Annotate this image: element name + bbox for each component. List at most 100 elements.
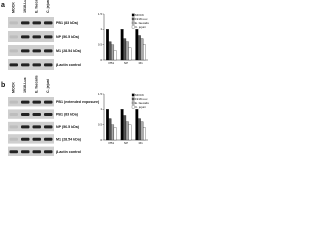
blot-band: [32, 150, 41, 154]
row-label: PB1 (83 kDa): [56, 113, 79, 117]
panel-letter: a: [1, 2, 5, 9]
y-tick-label: 0: [100, 58, 102, 62]
blot-band: [44, 49, 53, 53]
y-tick-label: 1: [100, 107, 102, 111]
bar: [143, 44, 146, 61]
blot-band: [9, 100, 18, 104]
blot-strip: [8, 31, 54, 42]
lane-label: C. jejuni: [46, 79, 50, 93]
legend-label: 1918-Lux: [135, 97, 148, 101]
row-label: NP (56.5 kDa): [56, 125, 80, 129]
x-tick-label: M1: [139, 141, 143, 145]
y-tick-label: 0.5: [98, 122, 103, 126]
bar: [143, 127, 146, 141]
legend-label: 1918-Lux: [135, 17, 148, 21]
legend-label: C. jejuni: [135, 105, 146, 109]
legend-label: E. faecalis: [135, 21, 149, 25]
row-label: PB1 (83 kDa): [56, 21, 79, 25]
row-label: M1 (28.54 kDa): [56, 137, 82, 141]
y-tick-label: 1.5: [98, 92, 103, 96]
bar: [106, 29, 109, 61]
legend-swatch: [131, 97, 135, 101]
legend-swatch: [131, 21, 135, 25]
blot-band: [21, 35, 30, 39]
blot-band: [21, 100, 30, 104]
blot-strip: [8, 134, 54, 144]
blot-strip: [8, 59, 54, 70]
bar: [140, 38, 144, 61]
bar: [128, 47, 132, 61]
x-tick-label: PB1: [108, 61, 114, 65]
blot-band: [21, 150, 30, 154]
blot-band: [9, 35, 18, 39]
lane-label: 1918-Lux: [23, 0, 27, 13]
blot-band: [21, 63, 30, 67]
legend-label: MOCK: [135, 13, 144, 17]
bar: [135, 29, 139, 61]
bar: [135, 109, 139, 141]
bar: [137, 118, 141, 141]
bar: [137, 35, 141, 61]
bar: [113, 50, 117, 61]
bar: [120, 109, 124, 141]
bar: [128, 124, 132, 141]
blot-strip: [8, 146, 54, 156]
legend-swatch: [131, 25, 135, 29]
y-tick-label: 0: [100, 138, 102, 142]
bar: [111, 124, 115, 141]
bar: [106, 109, 109, 141]
row-label: β-actin control: [56, 150, 81, 154]
blot-strip: [8, 45, 54, 56]
blot-strip: [8, 109, 54, 119]
blot-band: [9, 49, 18, 53]
blot-band: [9, 113, 18, 116]
row-label: PB1 (extended exposure): [56, 100, 100, 104]
blot-band: [44, 100, 53, 104]
blot-band: [44, 125, 53, 129]
bar: [111, 44, 115, 61]
blot-band: [44, 35, 53, 39]
row-label: NP (56.5 kDa): [56, 35, 80, 39]
lane-label: E. faecalis: [35, 75, 39, 93]
x-tick-label: NP: [124, 61, 128, 65]
bar: [125, 41, 129, 61]
blot-band: [44, 63, 53, 67]
blot-band: [32, 113, 41, 116]
blot-band: [32, 100, 41, 104]
panel-letter: b: [1, 82, 5, 89]
x-tick-label: PB1: [108, 141, 114, 145]
blot-band: [21, 113, 30, 116]
blot-strip: [8, 17, 54, 28]
blot-band: [21, 125, 30, 129]
blot-band: [32, 137, 41, 141]
blot-band: [32, 63, 41, 67]
lane-label: C. jejuni: [46, 0, 50, 13]
blot-strip: [8, 121, 54, 132]
legend-swatch: [131, 17, 135, 21]
blot-band: [32, 21, 41, 25]
blot-band: [21, 137, 30, 141]
x-tick-label: M1: [139, 61, 143, 65]
bar: [140, 121, 144, 141]
blot-band: [32, 35, 41, 39]
blot-band: [44, 113, 53, 116]
blot-band: [9, 150, 18, 154]
blot-band: [44, 137, 53, 141]
bar: [123, 38, 127, 61]
bar: [113, 127, 117, 141]
legend-label: MOCK: [135, 93, 144, 97]
blot-strip: [8, 97, 54, 107]
row-label: M1 (28.54 kDa): [56, 49, 82, 53]
blot-band: [32, 49, 41, 53]
blot-band: [9, 125, 18, 129]
x-tick-label: NP: [124, 141, 128, 145]
blot-band: [21, 21, 30, 25]
bar: [108, 118, 112, 141]
row-label: β-actin control: [56, 63, 81, 67]
blot-band: [32, 125, 41, 129]
legend-swatch: [131, 101, 135, 105]
legend-label: C. jejuni: [135, 25, 146, 29]
blot-band: [44, 21, 53, 25]
lane-label: MOCK: [12, 2, 16, 13]
blot-band: [21, 49, 30, 53]
